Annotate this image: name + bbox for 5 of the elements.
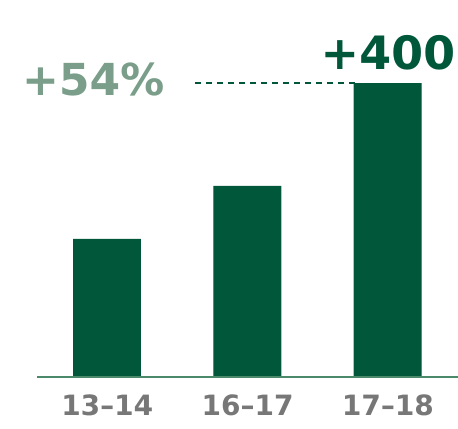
x-tick-label: 13–14 xyxy=(61,388,154,422)
x-tick-label: 16–17 xyxy=(202,388,294,422)
annotation: +400 xyxy=(320,26,456,80)
x-tick-label: 17–18 xyxy=(342,388,434,422)
annotation: +54% xyxy=(22,55,164,106)
